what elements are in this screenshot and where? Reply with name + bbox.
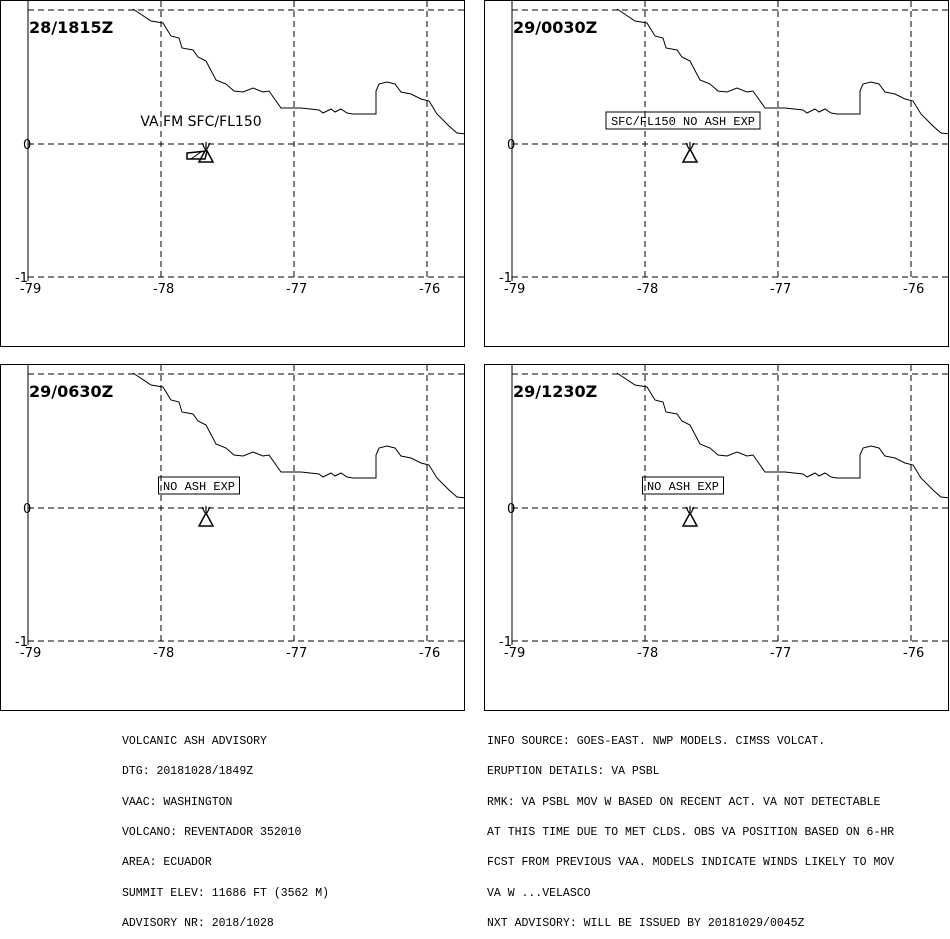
remarks-line: AT THIS TIME DUE TO MET CLDS. OBS VA POS… [487,826,895,840]
longitude-tick-label: -79 [504,282,525,297]
longitude-tick-label: -79 [504,646,525,661]
coastline [616,372,948,499]
remarks-line: VA W ...VELASCO [487,886,591,900]
latitude-tick-label: -1 [15,635,28,650]
map-panel-1: -79 -78 -77 -76 0 -1 VA FM SFC/FL150 28/1815Z [0,0,465,347]
longitude-tick-label: -76 [903,282,924,297]
panel-time: 29/0630Z [29,382,114,401]
volcano-icon [197,506,215,527]
latitude-tick-label: -1 [499,271,512,286]
ash-forecast-label: NO ASH EXP [647,480,719,494]
advisory-volcano: VOLCANO: REVENTADOR 352010 [122,826,302,840]
longitude-tick-label: -77 [770,282,791,297]
latitude-tick-label: 0 [507,502,515,517]
map-panel-4: -79 -78 -77 -76 0 -1 NO ASH EXP 29/1230Z [484,364,949,711]
ash-forecast-label: VA FM SFC/FL150 [140,114,261,130]
ash-forecast-label: SFC/FL150 NO ASH EXP [611,115,755,129]
longitude-tick-label: -79 [20,646,41,661]
advisory-title: VOLCANIC ASH ADVISORY [122,735,267,749]
ash-cloud-polygon [186,150,208,160]
advisory-details: INFO SOURCE: GOES-EAST. NWP MODELS. CIMS… [487,717,894,939]
coastline [132,372,464,499]
panel-time: 29/0030Z [513,18,598,37]
panel-time: 28/1815Z [29,18,114,37]
longitude-tick-label: -76 [903,646,924,661]
ash-forecast-label: NO ASH EXP [163,480,235,494]
latitude-tick-label: -1 [15,271,28,286]
coastline [616,8,948,135]
map-panel-3: -79 -78 -77 -76 0 -1 NO ASH EXP 29/0630Z [0,364,465,711]
longitude-tick-label: -78 [637,282,658,297]
advisory-vaac: VAAC: WASHINGTON [122,795,233,809]
coastline [132,8,464,135]
ash-cloud-hatch [190,151,202,160]
map-canvas: -79 -78 -77 -76 0 -1 SFC/FL150 NO ASH EXP [499,1,948,297]
map-canvas: -79 -78 -77 -76 0 -1 NO ASH EXP [499,365,948,661]
remarks-line: RMK: VA PSBL MOV W BASED ON RECENT ACT. … [487,795,881,809]
next-advisory: NXT ADVISORY: WILL BE ISSUED BY 20181029… [487,916,805,930]
latitude-tick-label: 0 [507,138,515,153]
advisory-summit-elev: SUMMIT ELEV: 11686 FT (3562 M) [122,886,330,900]
longitude-tick-label: -78 [637,646,658,661]
info-source: INFO SOURCE: GOES-EAST. NWP MODELS. CIMS… [487,735,826,749]
eruption-details: ERUPTION DETAILS: VA PSBL [487,765,660,779]
longitude-tick-label: -76 [419,646,440,661]
map-canvas: -79 -78 -77 -76 0 -1 VA FM SFC/FL150 [15,1,464,297]
latitude-tick-label: 0 [23,502,31,517]
longitude-tick-label: -77 [286,646,307,661]
label-box [605,111,761,130]
latitude-tick-label: 0 [23,138,31,153]
advisory-dtg: DTG: 20181028/1849Z [122,765,254,779]
longitude-tick-label: -78 [153,646,174,661]
advisory-summary: VOLCANIC ASH ADVISORY DTG: 20181028/1849… [122,717,329,939]
panel-time: 29/1230Z [513,382,598,401]
advisory-area: AREA: ECUADOR [122,856,212,870]
latitude-tick-label: -1 [499,635,512,650]
remarks-line: FCST FROM PREVIOUS VAA. MODELS INDICATE … [487,856,895,870]
longitude-tick-label: -78 [153,282,174,297]
longitude-tick-label: -76 [419,282,440,297]
label-box [158,476,240,495]
advisory-number: ADVISORY NR: 2018/1028 [122,916,274,930]
longitude-tick-label: -77 [770,646,791,661]
volcano-icon [681,506,699,527]
map-canvas: -79 -78 -77 -76 0 -1 NO ASH EXP [15,365,464,661]
longitude-tick-label: -77 [286,282,307,297]
volcano-icon [681,142,699,163]
volcano-icon [197,142,215,163]
longitude-tick-label: -79 [20,282,41,297]
map-panel-2: -79 -78 -77 -76 0 -1 SFC/FL150 NO ASH EXP 29/0… [484,0,949,347]
label-box [642,476,724,495]
